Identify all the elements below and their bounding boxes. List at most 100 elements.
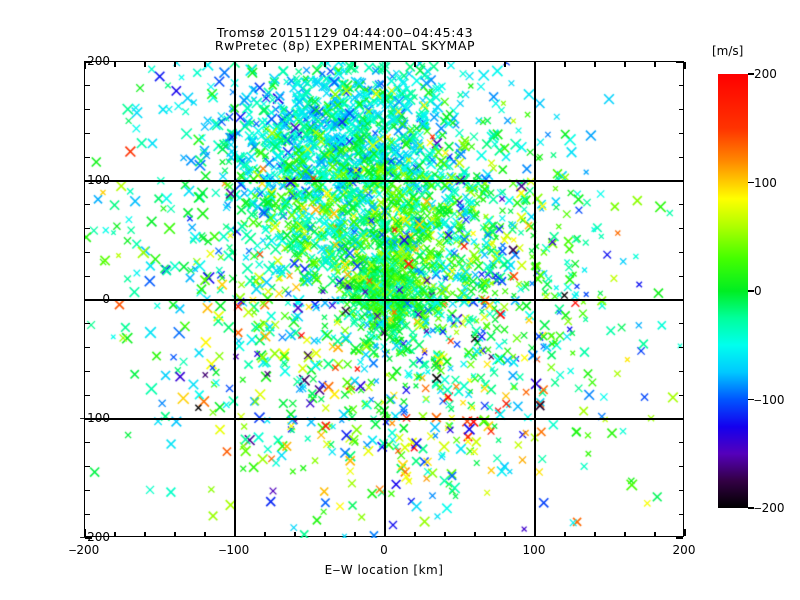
y-tick-minor xyxy=(85,132,90,134)
x-tick-minor xyxy=(444,531,446,536)
colorbar-tick-label: 100 xyxy=(754,175,777,190)
x-tick-minor xyxy=(354,62,356,67)
x-tick-minor xyxy=(564,531,566,536)
y-tick-minor xyxy=(678,85,683,87)
y-tick-minor xyxy=(85,156,90,158)
plot-area xyxy=(84,61,686,539)
colorbar xyxy=(718,74,748,508)
y-tick-minor xyxy=(85,347,90,349)
y-tick-major xyxy=(676,61,683,63)
gridline-vertical xyxy=(534,62,536,536)
x-tick-minor xyxy=(654,62,656,67)
x-tick-major xyxy=(84,62,86,69)
y-tick-minor xyxy=(85,394,90,396)
y-tick-minor xyxy=(678,466,683,468)
y-tick-minor xyxy=(678,251,683,253)
y-tick-minor xyxy=(85,466,90,468)
gridline-vertical xyxy=(384,62,386,536)
gridline-horizontal xyxy=(85,180,683,182)
x-tick-major xyxy=(384,529,386,536)
figure-title: Tromsø 20151129 04:44:00‒04:45:43 RwPret… xyxy=(0,26,690,52)
colorbar-gradient xyxy=(718,74,748,508)
x-tick-minor xyxy=(354,531,356,536)
y-tick-minor xyxy=(85,109,90,111)
x-tick-minor xyxy=(294,531,296,536)
y-tick-major xyxy=(85,537,92,539)
gridline-horizontal xyxy=(85,299,683,301)
y-tick-minor xyxy=(678,132,683,134)
x-tick-label: 200 xyxy=(672,543,696,557)
x-tick-minor xyxy=(594,62,596,67)
colorbar-tick-mark xyxy=(748,290,754,292)
x-tick-minor xyxy=(144,62,146,67)
y-tick-label: ‒200 xyxy=(79,530,110,544)
x-tick-minor xyxy=(114,531,116,536)
x-tick-minor xyxy=(474,62,476,67)
x-tick-minor xyxy=(174,531,176,536)
title-line-1: Tromsø 20151129 04:44:00‒04:45:43 xyxy=(216,25,474,40)
y-tick-minor xyxy=(678,156,683,158)
x-tick-minor xyxy=(504,62,506,67)
y-tick-minor xyxy=(85,204,90,206)
x-tick-label: 100 xyxy=(522,543,546,557)
x-tick-minor xyxy=(624,62,626,67)
colorbar-tick-mark xyxy=(748,398,754,401)
colorbar-unit-label: [m/s] xyxy=(712,44,744,58)
x-tick-label: 0 xyxy=(380,543,388,557)
colorbar-tick-label: 0 xyxy=(754,284,762,298)
y-tick-major xyxy=(85,299,92,301)
colorbar-tick-label: 200 xyxy=(754,67,777,81)
x-tick-minor xyxy=(324,531,326,536)
x-tick-major xyxy=(234,529,236,536)
x-tick-minor xyxy=(414,62,416,67)
x-tick-minor xyxy=(444,62,446,67)
colorbar-tick-mark xyxy=(748,181,754,184)
x-tick-major xyxy=(84,529,86,536)
x-tick-minor xyxy=(654,531,656,536)
x-tick-minor xyxy=(174,62,176,67)
x-tick-minor xyxy=(264,62,266,67)
y-tick-minor xyxy=(678,394,683,396)
x-tick-major xyxy=(384,62,386,69)
y-tick-label: ‒100 xyxy=(79,411,110,425)
y-tick-minor xyxy=(678,489,683,491)
y-tick-minor xyxy=(85,85,90,87)
y-tick-minor xyxy=(678,442,683,444)
y-tick-minor xyxy=(678,370,683,372)
y-tick-minor xyxy=(678,204,683,206)
colorbar-tick-mark xyxy=(748,507,754,509)
x-tick-minor xyxy=(144,531,146,536)
colorbar-tick-mark xyxy=(748,73,754,75)
x-tick-minor xyxy=(504,531,506,536)
x-axis-label: E‒W location [km] xyxy=(324,563,444,577)
gridline-vertical xyxy=(234,62,236,536)
y-tick-minor xyxy=(85,513,90,515)
x-tick-major xyxy=(684,62,686,69)
x-tick-minor xyxy=(474,531,476,536)
y-tick-minor xyxy=(85,275,90,277)
x-tick-minor xyxy=(324,62,326,67)
y-tick-minor xyxy=(85,323,90,325)
y-tick-minor xyxy=(85,370,90,372)
y-tick-label: 0 xyxy=(102,292,110,306)
y-tick-minor xyxy=(678,275,683,277)
y-tick-minor xyxy=(678,513,683,515)
y-tick-minor xyxy=(85,442,90,444)
y-tick-label: 200 xyxy=(87,54,110,68)
x-tick-minor xyxy=(294,62,296,67)
x-tick-major xyxy=(534,529,536,536)
y-tick-major xyxy=(85,180,92,182)
x-tick-minor xyxy=(414,531,416,536)
y-tick-minor xyxy=(678,347,683,349)
y-tick-major xyxy=(676,418,683,420)
y-tick-major xyxy=(85,418,92,420)
y-tick-minor xyxy=(678,228,683,230)
x-tick-minor xyxy=(624,531,626,536)
x-tick-label: ‒200 xyxy=(68,543,100,557)
x-tick-minor xyxy=(594,531,596,536)
y-tick-major xyxy=(676,299,683,301)
x-tick-minor xyxy=(264,531,266,536)
y-tick-major xyxy=(676,180,683,182)
y-tick-label: 100 xyxy=(87,173,110,187)
colorbar-tick-label: ‒100 xyxy=(754,392,785,407)
